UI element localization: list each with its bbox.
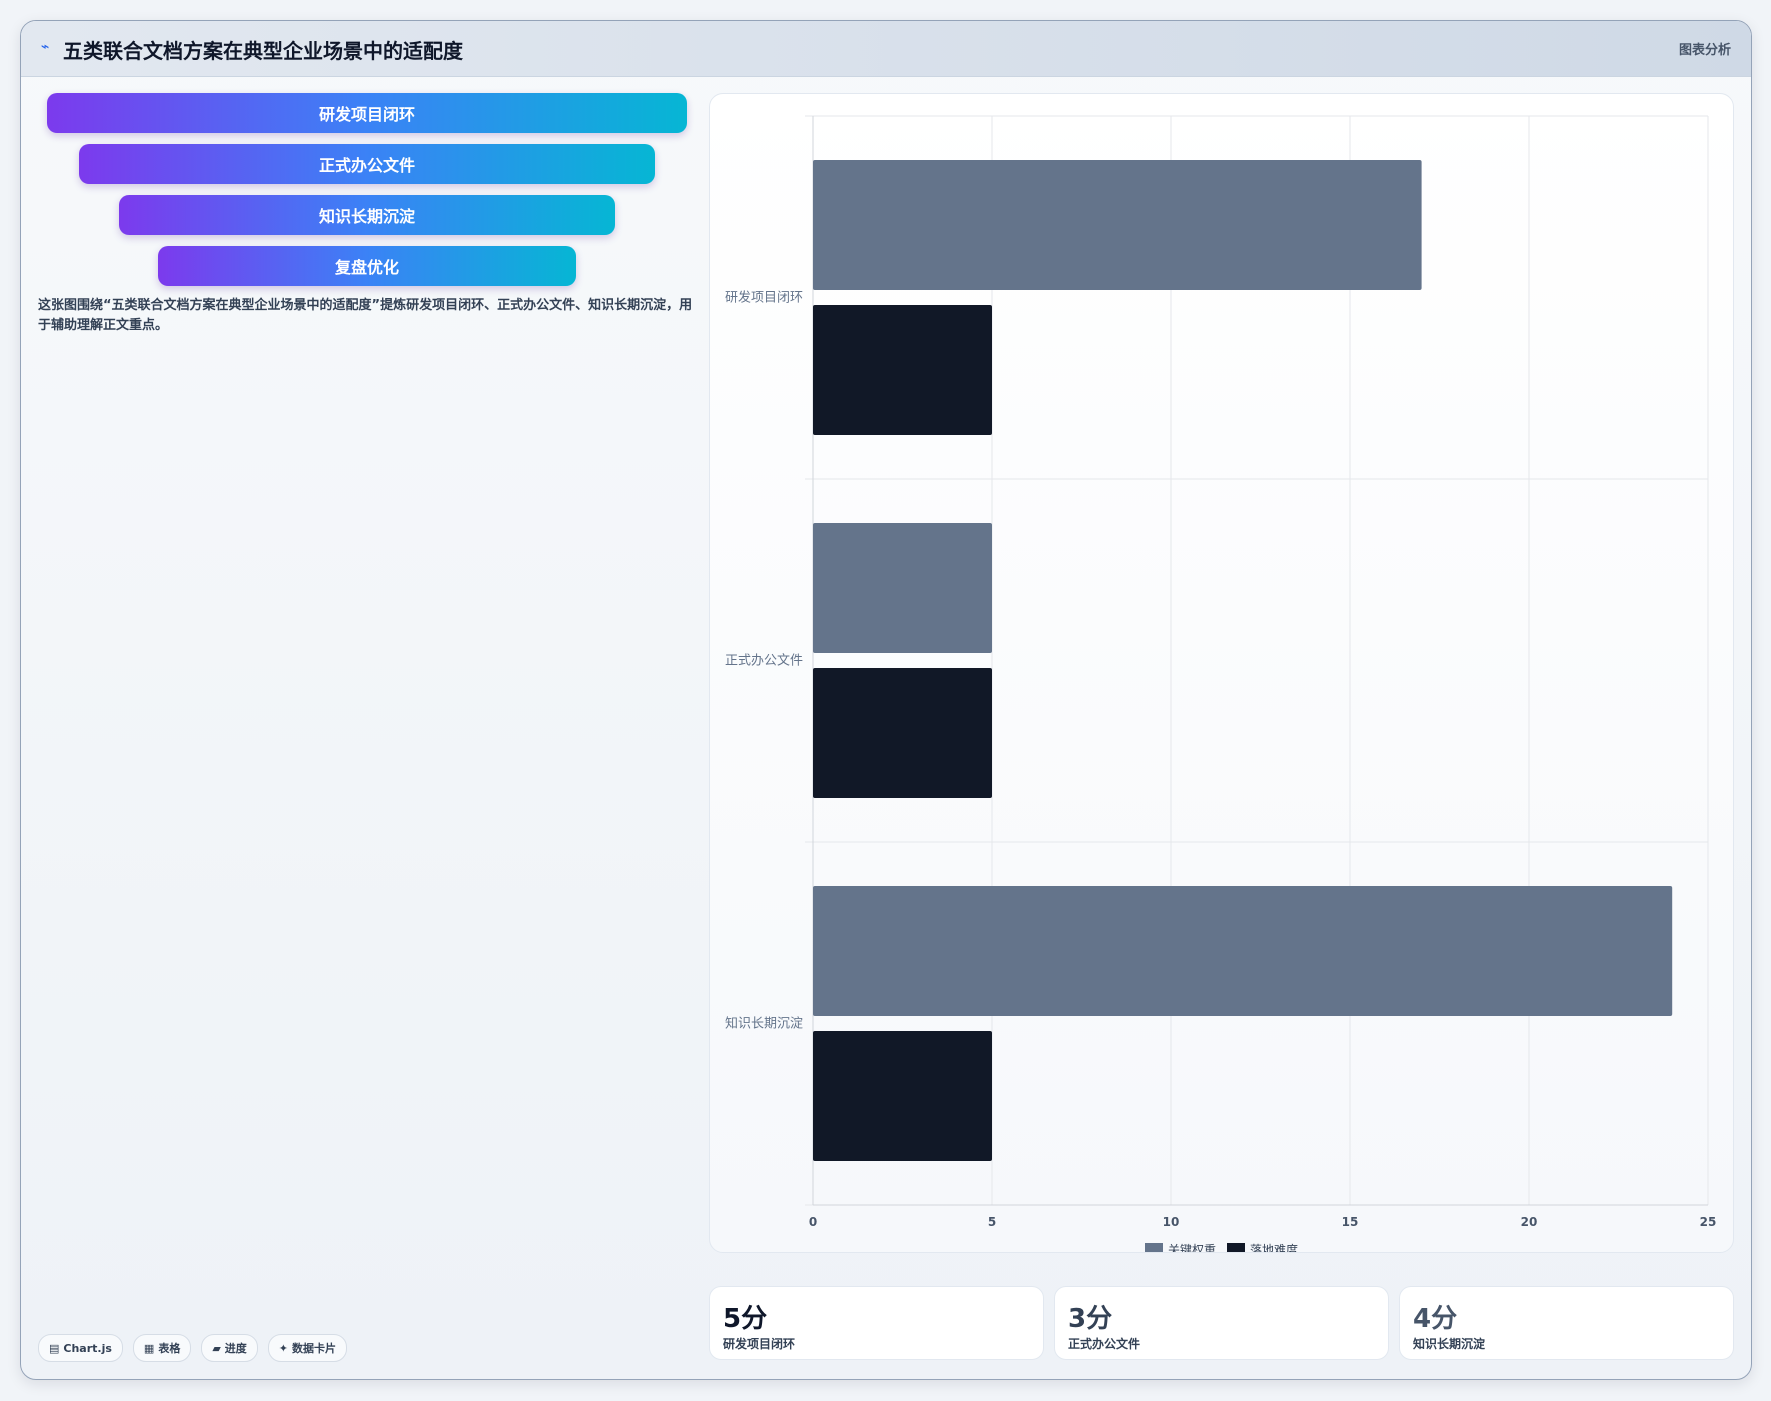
chart-description: 这张图围绕“五类联合文档方案在典型企业场景中的适配度”提炼研发项目闭环、正式办公…: [38, 298, 693, 333]
chart-line-icon: ⌁: [41, 39, 50, 55]
bar-difficulty: [813, 305, 992, 435]
chip-label: 数据卡片: [292, 1342, 337, 1355]
x-tick-label: 5: [988, 1215, 996, 1229]
stat-label: 知识长期沉淀: [1413, 1337, 1486, 1351]
funnel-stage-1: 研发项目闭环: [47, 93, 687, 133]
chip-row: ▤ Chart.js ▦ 表格 ▰ 进度 ✦ 数据卡片: [38, 1334, 348, 1362]
chip-table[interactable]: ▦ 表格: [132, 1334, 192, 1362]
bar-difficulty: [813, 1031, 992, 1161]
chart-card: ⌁ 五类联合文档方案在典型企业场景中的适配度 图表分析 研发项目闭环 正式办公文…: [20, 20, 1752, 1380]
chart-panel: 0 5 10 15 20 25 研发项目闭环 正式办公文件 知识长期沉淀关键权重 落地难度: [709, 93, 1734, 1253]
stat-card-2: 3分 正式办公文件: [1054, 1286, 1389, 1360]
table-icon: ▦: [143, 1341, 155, 1355]
x-tick-label: 25: [1700, 1215, 1717, 1229]
y-tick-label: 正式办公文件: [725, 654, 803, 669]
funnel-stage-4: 复盘优化: [158, 246, 576, 286]
x-tick-label: 10: [1163, 1215, 1180, 1229]
bar-difficulty: [813, 668, 992, 798]
stat-value: 5分: [723, 1304, 768, 1334]
legend-label: 落地难度: [1250, 1242, 1298, 1252]
page-title: 五类联合文档方案在典型企业场景中的适配度: [63, 39, 463, 63]
stat-value: 4分: [1413, 1304, 1458, 1334]
x-tick-label: 15: [1342, 1215, 1359, 1229]
x-tick-label: 0: [809, 1215, 817, 1229]
bar-key-weight: [813, 886, 1673, 1016]
stat-card-3: 4分 知识长期沉淀: [1399, 1286, 1734, 1360]
chip-label: 表格: [158, 1342, 181, 1355]
legend-label: 关键权重: [1168, 1243, 1216, 1252]
card-icon: ✦: [278, 1341, 289, 1355]
chip-label: 进度: [224, 1342, 247, 1355]
chart-icon: ▤: [49, 1341, 60, 1355]
funnel-stage-2: 正式办公文件: [79, 144, 655, 184]
chip-data-card[interactable]: ✦ 数据卡片: [267, 1334, 348, 1362]
stat-card-1: 5分 研发项目闭环: [709, 1286, 1044, 1360]
legend-swatch: [1145, 1243, 1163, 1252]
bar-key-weight: [813, 160, 1422, 290]
chip-progress[interactable]: ▰ 进度: [201, 1334, 258, 1362]
y-tick-label: 知识长期沉淀: [725, 1016, 803, 1032]
bar-key-weight: [813, 523, 992, 653]
funnel-stage-3: 知识长期沉淀: [119, 195, 615, 235]
header-tag: 图表分析: [1678, 43, 1731, 58]
card-header: ⌁ 五类联合文档方案在典型企业场景中的适配度 图表分析: [21, 21, 1751, 77]
y-tick-label: 研发项目闭环: [725, 290, 803, 306]
stat-value: 3分: [1068, 1304, 1113, 1334]
x-tick-label: 20: [1521, 1215, 1538, 1229]
stat-label: 正式办公文件: [1068, 1337, 1141, 1351]
progress-icon: ▰: [212, 1341, 221, 1355]
chip-chartjs[interactable]: ▤ Chart.js: [38, 1334, 123, 1362]
stat-label: 研发项目闭环: [723, 1337, 796, 1351]
chip-label: Chart.js: [63, 1341, 112, 1355]
legend-swatch: [1227, 1243, 1245, 1252]
